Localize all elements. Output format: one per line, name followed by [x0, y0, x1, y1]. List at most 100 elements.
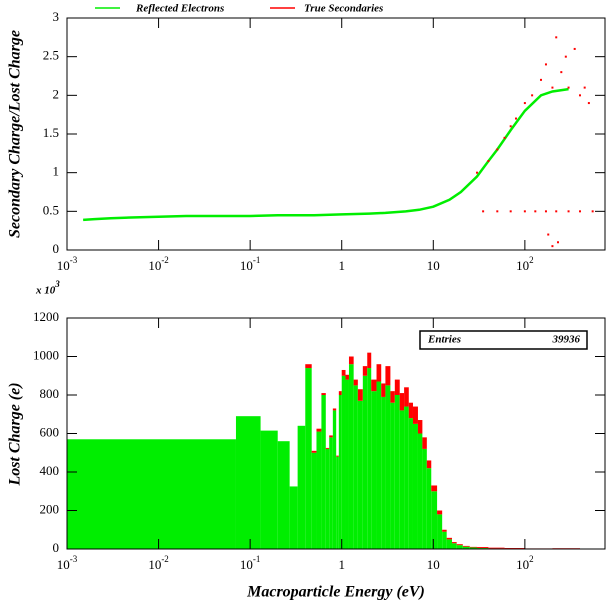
histogram-bar — [332, 408, 337, 411]
histogram-bar — [362, 366, 368, 376]
histogram-bar — [305, 364, 312, 369]
histogram-bar — [305, 368, 312, 549]
histogram-bar — [329, 435, 333, 438]
histogram-bar — [376, 381, 382, 549]
y-tick-label: 2.5 — [43, 48, 59, 63]
histogram-bar — [469, 547, 477, 549]
stats-box — [419, 330, 588, 350]
y-tick-label: 0 — [53, 540, 60, 555]
histogram-bar — [297, 425, 306, 549]
y-tick-label: 1000 — [33, 347, 59, 362]
data-point — [560, 71, 563, 74]
histogram-bar — [437, 514, 443, 549]
y-tick-label: 200 — [40, 501, 60, 516]
data-line — [83, 87, 569, 222]
histogram-bar — [426, 468, 432, 549]
histogram-bar — [426, 460, 432, 469]
histogram-bar — [390, 391, 395, 403]
histogram-bar — [488, 547, 505, 549]
histogram-bar — [456, 545, 463, 549]
data-point — [555, 36, 558, 39]
data-point — [567, 210, 570, 213]
data-point — [547, 233, 550, 236]
x-tick-label: 102 — [516, 554, 534, 572]
x-tick-label: 10-3 — [57, 554, 78, 572]
histogram-bar — [311, 452, 317, 549]
y-tick-label: 600 — [40, 424, 60, 439]
data-point — [539, 78, 542, 81]
histogram-bar — [385, 366, 391, 386]
histogram-bar — [456, 544, 463, 546]
histogram-bar — [462, 546, 470, 549]
data-point — [587, 102, 590, 105]
legend-label: Reflected Electrons — [135, 3, 224, 15]
histogram-bar — [451, 542, 457, 544]
histogram-bar — [417, 433, 423, 549]
histogram-bar — [341, 369, 346, 376]
y-tick-label: 0.5 — [43, 202, 59, 217]
histogram-bar — [394, 395, 400, 549]
stats-label: Entries — [427, 334, 461, 346]
x-tick-label: 102 — [516, 255, 534, 273]
histogram-bar — [357, 400, 363, 549]
histogram-bar — [381, 383, 386, 397]
histogram-bar — [316, 431, 322, 549]
histogram-bar — [371, 391, 377, 549]
histogram-bar — [336, 455, 339, 457]
data-point — [514, 117, 517, 120]
histogram-bar — [362, 375, 368, 549]
histogram-bar — [469, 546, 477, 548]
data-point — [509, 210, 512, 213]
histogram-bar — [260, 430, 278, 549]
histogram-bar — [357, 389, 363, 401]
data-point — [509, 125, 512, 128]
histogram-bar — [381, 396, 386, 549]
histogram-bar — [367, 368, 372, 549]
histogram-bar — [311, 450, 317, 453]
y-tick-label: 1 — [53, 164, 60, 179]
y-tick-label: 800 — [40, 386, 60, 401]
histogram-bar — [431, 491, 438, 549]
histogram-bar — [399, 410, 405, 549]
histogram-bar — [437, 510, 443, 515]
histogram-bar — [338, 395, 342, 549]
data-point — [551, 86, 554, 89]
histogram-bar — [345, 374, 349, 380]
x-tick-label: 10-1 — [240, 554, 261, 572]
histogram-bar — [321, 393, 326, 395]
histogram-bar — [67, 439, 236, 549]
histogram-bar — [353, 385, 358, 549]
x-axis-title: Macroparticle Energy (eV) — [246, 584, 425, 601]
histogram-bar — [321, 395, 326, 549]
histogram-bar — [367, 352, 372, 369]
data-point — [573, 47, 576, 50]
histogram-bar — [235, 416, 261, 549]
histogram-bar — [316, 428, 322, 432]
data-point — [564, 55, 567, 58]
histogram-bar — [442, 531, 447, 549]
histogram-bar — [399, 393, 405, 411]
data-point — [555, 210, 558, 213]
x-tick-label: 10-2 — [148, 255, 169, 273]
data-point — [567, 86, 570, 89]
legend-label: True Secondaries — [304, 3, 383, 15]
histogram-bar — [277, 441, 290, 549]
data-point — [551, 245, 554, 248]
y-tick-label: 400 — [40, 463, 60, 478]
x-tick-label: 10 — [427, 557, 440, 572]
histogram-bar — [336, 456, 339, 549]
histogram-bar — [338, 391, 342, 395]
histogram-bar — [385, 385, 391, 549]
x-tick-label: 1 — [338, 557, 345, 572]
histogram-bar — [408, 418, 413, 549]
histogram-bar — [348, 356, 354, 365]
histogram-bar — [353, 379, 358, 386]
histogram-bar — [390, 402, 395, 549]
histogram-bar — [431, 485, 438, 492]
data-point — [496, 148, 499, 151]
data-point — [534, 210, 537, 213]
histogram-bar — [329, 437, 333, 549]
histogram-bar — [422, 448, 427, 549]
histogram-bar — [404, 387, 409, 407]
